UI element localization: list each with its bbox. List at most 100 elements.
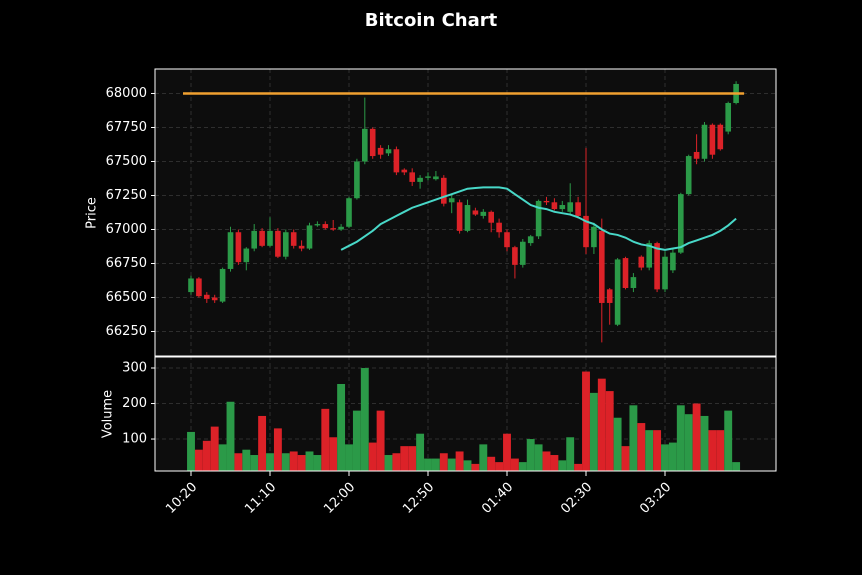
candle-body: [599, 230, 605, 303]
volume-bar: [242, 449, 251, 471]
volume-bar: [605, 391, 614, 471]
candle-body: [725, 103, 731, 132]
volume-bar: [305, 451, 314, 471]
plot: [183, 81, 745, 471]
candle-body: [622, 258, 629, 288]
volume-bar: [645, 430, 654, 471]
volume-bar: [439, 453, 448, 471]
volume-bar: [281, 453, 290, 471]
candle-body: [567, 202, 573, 212]
volume-tick-label: 300: [122, 361, 147, 376]
volume-bar: [266, 453, 274, 471]
candle-body: [298, 245, 305, 249]
candle-body: [614, 259, 621, 325]
candle-body: [338, 226, 344, 230]
candle-body: [678, 194, 684, 253]
volume-axis-label: Volume: [101, 390, 116, 438]
moving-average: [340, 186, 737, 251]
volume-bar: [653, 430, 662, 471]
chart-title: Bitcoin Chart: [365, 10, 498, 31]
volume-bar: [574, 463, 583, 471]
candle-body: [259, 230, 265, 246]
volume-bar: [479, 444, 488, 471]
candle-body: [543, 200, 550, 203]
candle-body: [235, 232, 242, 263]
y-tick-label: 66500: [106, 290, 147, 305]
volume-bar: [329, 437, 338, 471]
candle-body: [630, 277, 637, 288]
candle-body: [456, 202, 463, 231]
volume-bar: [582, 371, 590, 471]
volume-bar: [463, 460, 472, 471]
volume-bar: [297, 455, 306, 471]
volume-bar: [368, 442, 377, 471]
candle-body: [535, 200, 542, 237]
candle-body: [496, 222, 502, 233]
volume-bar: [732, 462, 741, 471]
candle-body: [314, 224, 321, 226]
candle-body: [606, 289, 613, 303]
candle-body: [520, 241, 526, 265]
volume-bar: [487, 456, 496, 471]
volume-bar: [250, 455, 259, 471]
candle-body: [488, 211, 494, 223]
volume-bar: [629, 405, 638, 471]
volume-bar: [684, 414, 693, 471]
candle-body: [196, 278, 202, 297]
candle-body: [591, 226, 597, 248]
volume-bar: [313, 455, 322, 471]
candle-body: [204, 294, 210, 299]
volume-bar: [416, 433, 425, 471]
volume-bar: [431, 458, 440, 471]
volume-bar: [273, 428, 282, 471]
candle-body: [283, 232, 289, 257]
volume-bar: [321, 408, 330, 471]
candle-body: [227, 232, 234, 269]
volume-bar: [526, 439, 535, 471]
candle-body: [464, 205, 471, 231]
candle-body: [575, 202, 581, 216]
y-tick-label: 66250: [106, 324, 147, 339]
volume-bar: [210, 426, 219, 471]
candle-body: [188, 278, 194, 293]
volume-bar: [637, 423, 646, 471]
volume-bar: [518, 462, 527, 471]
candle-body: [480, 211, 487, 216]
volume-bar: [376, 410, 385, 471]
volume-bar: [345, 444, 353, 471]
y-tick-label: 67250: [106, 188, 147, 203]
candle-body: [646, 243, 652, 268]
volume-bar: [692, 403, 701, 471]
candle-body: [670, 252, 676, 271]
volume-bar: [424, 458, 432, 471]
volume-bar: [202, 440, 211, 471]
volume-bar: [392, 453, 401, 471]
volume-bar: [724, 410, 733, 471]
candle-body: [638, 256, 645, 268]
candle-body: [219, 268, 226, 302]
volume-bar: [566, 437, 575, 471]
volume-bar: [597, 378, 606, 471]
volume-bar: [503, 433, 511, 471]
candle-body: [385, 149, 392, 154]
candle-body: [709, 124, 716, 155]
candle-body: [701, 124, 708, 159]
volume-bar: [352, 410, 361, 471]
candle-body: [354, 161, 360, 199]
candle-body: [433, 176, 439, 180]
price-frame: [154, 68, 777, 357]
candle-body: [448, 198, 455, 203]
volume-bar: [384, 455, 393, 471]
volume-tick-label: 200: [122, 396, 147, 411]
candle-body: [275, 230, 281, 257]
volume-bar: [408, 446, 417, 471]
candle-body: [393, 149, 400, 173]
volume-bar: [550, 455, 559, 471]
volume-bar: [194, 449, 203, 471]
volume-bar: [234, 453, 243, 471]
candle-body: [362, 128, 368, 162]
candle-body: [654, 243, 660, 290]
candle-body: [504, 232, 510, 248]
